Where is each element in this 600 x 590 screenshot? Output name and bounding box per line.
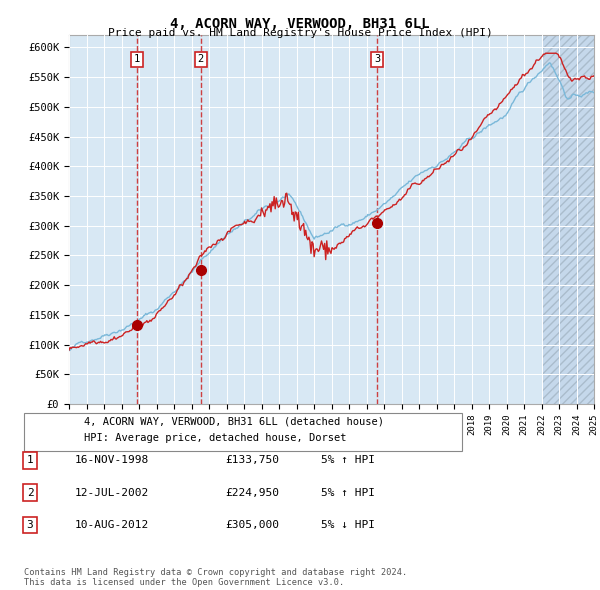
Text: £305,000: £305,000 (225, 520, 279, 530)
Text: 5% ↓ HPI: 5% ↓ HPI (321, 520, 375, 530)
Text: 3: 3 (374, 54, 380, 64)
Text: 2: 2 (26, 488, 34, 497)
Text: £133,750: £133,750 (225, 455, 279, 465)
Text: 1: 1 (134, 54, 140, 64)
Text: 12-JUL-2002: 12-JUL-2002 (75, 488, 149, 497)
Text: Price paid vs. HM Land Registry's House Price Index (HPI): Price paid vs. HM Land Registry's House … (107, 28, 493, 38)
Text: Contains HM Land Registry data © Crown copyright and database right 2024.
This d: Contains HM Land Registry data © Crown c… (24, 568, 407, 587)
Text: 2: 2 (197, 54, 204, 64)
Text: 16-NOV-1998: 16-NOV-1998 (75, 455, 149, 465)
Text: 5% ↑ HPI: 5% ↑ HPI (321, 455, 375, 465)
Text: HPI: Average price, detached house, Dorset: HPI: Average price, detached house, Dors… (84, 434, 347, 443)
Text: 1: 1 (26, 455, 34, 465)
Text: £224,950: £224,950 (225, 488, 279, 497)
Text: 4, ACORN WAY, VERWOOD, BH31 6LL (detached house): 4, ACORN WAY, VERWOOD, BH31 6LL (detache… (84, 417, 384, 427)
Text: 5% ↑ HPI: 5% ↑ HPI (321, 488, 375, 497)
Text: 4, ACORN WAY, VERWOOD, BH31 6LL: 4, ACORN WAY, VERWOOD, BH31 6LL (170, 17, 430, 31)
Text: 10-AUG-2012: 10-AUG-2012 (75, 520, 149, 530)
Text: 3: 3 (26, 520, 34, 530)
Bar (542, 35, 594, 404)
